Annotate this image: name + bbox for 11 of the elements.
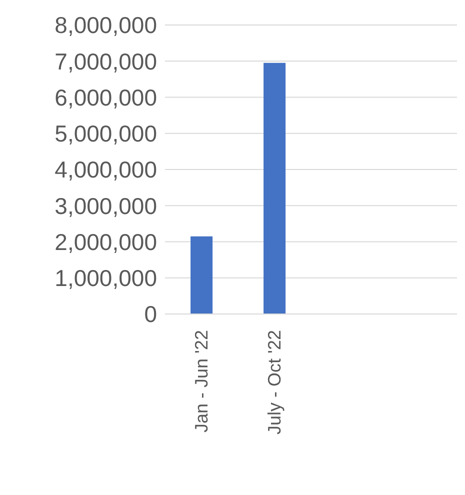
x-tick-label: July - Oct '22: [264, 330, 284, 434]
y-tick-label: 1,000,000: [54, 265, 157, 292]
y-tick-label: 8,000,000: [54, 12, 157, 38]
y-tick-label: 4,000,000: [54, 156, 157, 183]
y-tick-label: 2,000,000: [54, 228, 157, 255]
y-tick-label: 5,000,000: [54, 120, 157, 147]
y-tick-label: 7,000,000: [54, 48, 157, 74]
x-tick-label: Jan - Jun '22: [192, 330, 212, 432]
y-tick-label: 3,000,000: [54, 192, 157, 219]
y-tick-label: 0: [144, 301, 157, 328]
y-tick-label: 6,000,000: [54, 84, 157, 110]
